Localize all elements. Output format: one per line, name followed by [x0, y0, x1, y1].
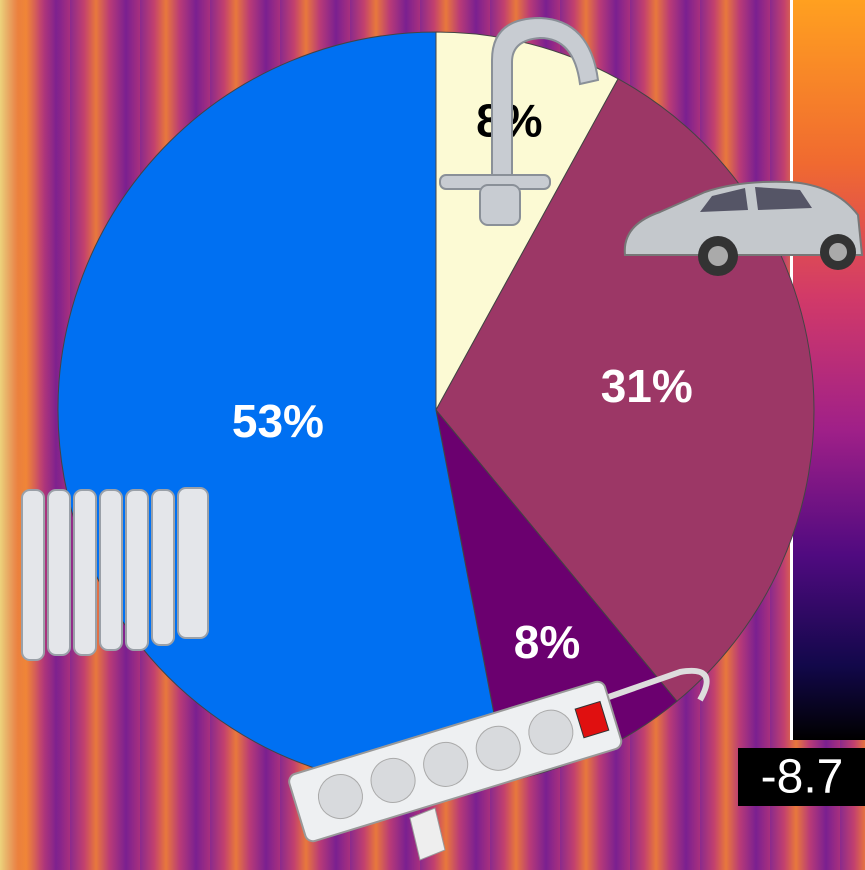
slice-label: 53%	[232, 395, 324, 447]
slice-label: 8%	[514, 616, 580, 668]
power-strip-icon	[288, 667, 710, 861]
car-icon	[623, 180, 864, 276]
faucet-icon	[439, 16, 600, 226]
scale-value: -8.7	[761, 751, 844, 804]
scale-label-box	[738, 748, 865, 806]
radiator-icon	[21, 487, 209, 661]
pie-slice	[435, 31, 619, 411]
slice-label: 31%	[601, 360, 693, 412]
